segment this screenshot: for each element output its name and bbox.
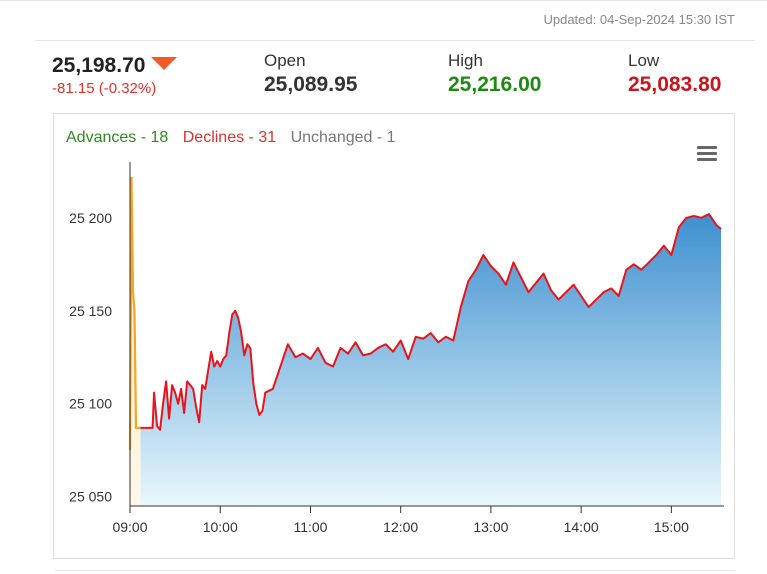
unchanged-count: Unchanged - 1: [290, 129, 396, 146]
x-tick-label: 11:00: [293, 519, 327, 535]
open-value: 25,089.95: [264, 73, 358, 96]
last-price: 25,198.70: [52, 54, 178, 78]
index-area-fill: [140, 214, 721, 506]
y-tick-label: 25 050: [69, 489, 112, 505]
open-stat: Open 25,089.95: [264, 51, 357, 97]
chart-menu-icon[interactable]: [697, 146, 717, 162]
chart-canvas: 25 050 25 100 25 150 25 200 09:00 10:00 11:00 1…: [69, 162, 724, 535]
down-arrow-icon: [151, 56, 178, 70]
market-breadth: Advances - 18 Declines - 31 Unchanged - …: [66, 129, 406, 147]
high-stat: High 25,216.00: [448, 51, 541, 97]
high-value: 25,216.00: [448, 73, 542, 96]
low-label: Low: [628, 51, 660, 70]
header-divider: [35, 40, 755, 41]
pre-open-area: [130, 176, 141, 506]
declines-count: Declines - 31: [182, 129, 277, 146]
x-tick-label: 14:00: [564, 519, 599, 535]
x-tick-label: 15:00: [654, 519, 689, 535]
x-tick-label: 09:00: [112, 519, 147, 535]
x-tick-label: 13:00: [473, 519, 508, 535]
intraday-chart: 25 050 25 100 25 150 25 200 09:00 10:00 11:00 1…: [53, 113, 735, 559]
low-stat: Low 25,083.80: [628, 51, 721, 97]
high-label: High: [448, 51, 483, 70]
y-tick-label: 25 150: [69, 303, 112, 319]
advances-count: Advances - 18: [66, 129, 169, 146]
top-divider: [0, 0, 767, 1]
y-tick-label: 25 100: [69, 396, 112, 412]
pre-open-line: [128, 176, 141, 451]
last-price-value: 25,198.70: [52, 54, 146, 77]
x-tick-label: 10:00: [203, 519, 238, 535]
price-change: -81.15 (-0.32%): [52, 80, 157, 97]
low-value: 25,083.80: [628, 73, 722, 96]
open-label: Open: [264, 51, 306, 70]
x-tick-label: 12:00: [383, 519, 418, 535]
bottom-divider: [55, 570, 735, 571]
y-tick-label: 25 200: [69, 210, 112, 226]
updated-timestamp: Updated: 04-Sep-2024 15:30 IST: [543, 12, 735, 27]
index-line: [140, 213, 722, 431]
